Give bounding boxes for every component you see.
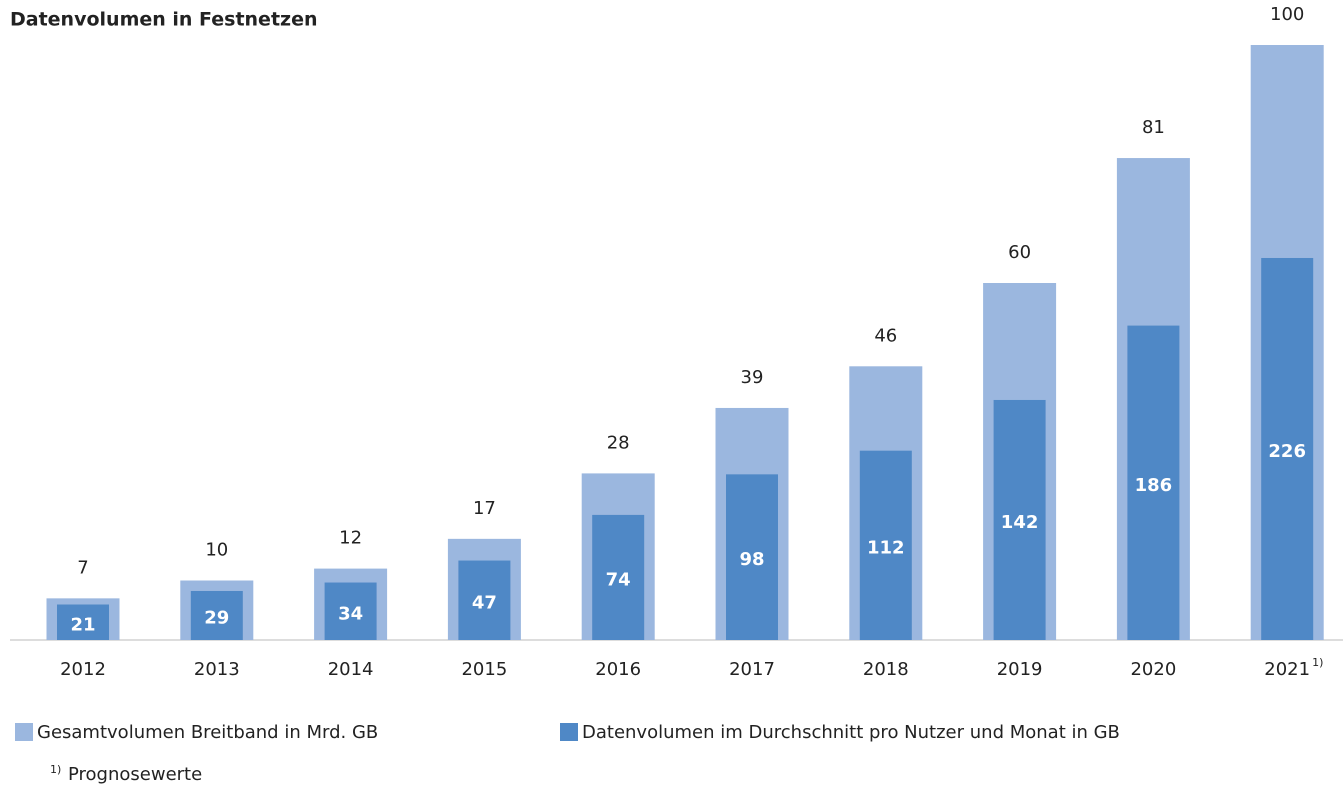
chart-title: Datenvolumen in Festnetzen — [10, 9, 318, 31]
footnote: Prognosewerte — [68, 764, 202, 785]
x-tick-label: 2015 — [461, 659, 507, 680]
x-tick-label: 2020 — [1130, 659, 1176, 680]
bar — [859, 450, 912, 640]
value-label: 98 — [739, 549, 764, 570]
bar — [993, 399, 1046, 640]
legend-swatch — [15, 723, 33, 741]
value-label: 100 — [1270, 4, 1304, 25]
value-label: 46 — [874, 325, 897, 346]
value-label: 74 — [606, 569, 631, 590]
bar — [57, 604, 109, 640]
value-label: 21 — [70, 614, 95, 635]
bar — [726, 474, 778, 640]
x-tick-label: 2017 — [729, 659, 775, 680]
legend-label: Datenvolumen im Durchschnitt pro Nutzer … — [582, 722, 1120, 743]
x-tick-label: 2012 — [60, 659, 106, 680]
value-label: 186 — [1135, 475, 1173, 496]
bar — [1261, 257, 1314, 640]
footnote-marker: 1) — [50, 763, 61, 776]
legend-label: Gesamtvolumen Breitband in Mrd. GB — [37, 722, 378, 743]
x-tick-label: 2021 — [1264, 659, 1310, 680]
x-tick-label: 2019 — [997, 659, 1043, 680]
value-label: 34 — [338, 603, 363, 624]
value-label: 39 — [741, 367, 764, 388]
value-label: 47 — [472, 592, 497, 613]
value-label: 112 — [867, 537, 905, 558]
category-note: 1) — [1312, 656, 1323, 669]
value-label: 29 — [204, 607, 229, 628]
x-tick-label: 2018 — [863, 659, 909, 680]
x-tick-label: 2013 — [194, 659, 240, 680]
value-label: 7 — [77, 557, 88, 578]
value-label: 12 — [339, 528, 362, 549]
x-tick-label: 2014 — [328, 659, 374, 680]
bar — [324, 582, 377, 640]
value-label: 28 — [607, 432, 630, 453]
bar — [190, 590, 243, 640]
legend-swatch — [560, 723, 578, 741]
value-label: 17 — [473, 498, 496, 519]
bar — [458, 560, 511, 640]
value-label: 10 — [205, 540, 228, 561]
bar — [592, 514, 645, 640]
bar — [1127, 325, 1180, 640]
value-label: 226 — [1268, 441, 1306, 462]
value-label: 60 — [1008, 242, 1031, 263]
value-label: 81 — [1142, 117, 1165, 138]
value-label: 142 — [1001, 512, 1039, 533]
x-tick-label: 2016 — [595, 659, 641, 680]
